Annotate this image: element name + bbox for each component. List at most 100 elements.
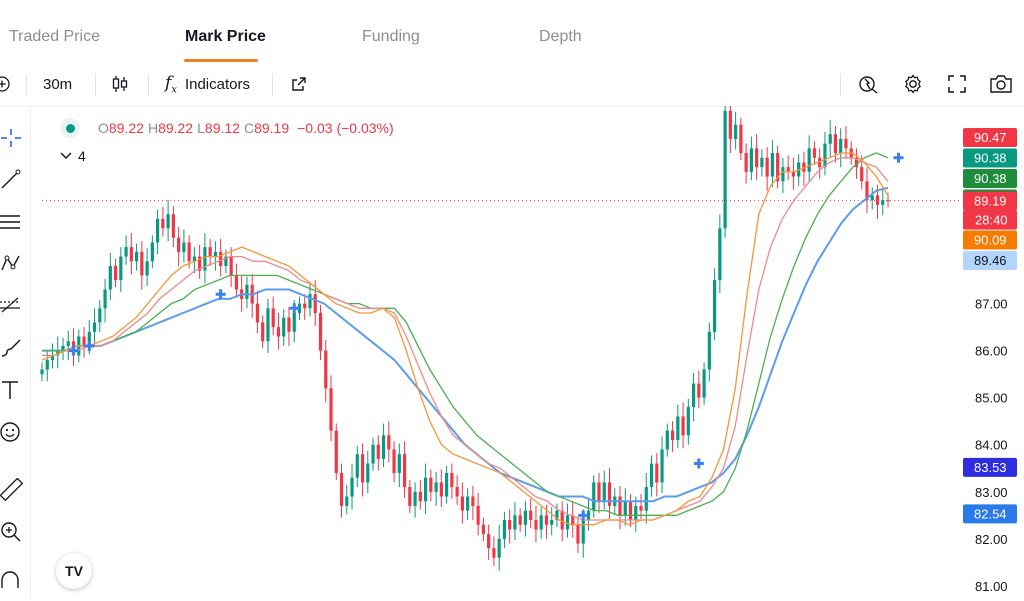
candle-body	[381, 435, 386, 459]
fullscreen-icon[interactable]	[947, 62, 967, 106]
tab-mark-price[interactable]: Mark Price	[185, 28, 266, 45]
candle-body	[807, 148, 811, 172]
candle-body	[513, 515, 517, 530]
candle-body	[691, 383, 696, 408]
candle-body	[860, 167, 864, 182]
price-chart[interactable]: 81.0082.0083.0084.0085.0086.0087.0088.00…	[0, 106, 1024, 600]
candle-body	[108, 265, 112, 290]
candle-body	[802, 162, 806, 172]
candle-body	[134, 251, 139, 262]
candle-body	[555, 510, 559, 521]
candle-body	[697, 383, 701, 398]
candle-body	[602, 482, 606, 502]
candle-body	[781, 167, 785, 182]
candle-body	[66, 341, 70, 346]
camera-icon[interactable]	[989, 62, 1013, 106]
logo-text: TV	[65, 563, 83, 579]
candle-body	[171, 214, 175, 238]
candle-body	[203, 247, 207, 271]
horizontal-lines-icon[interactable]	[0, 210, 28, 238]
indicators-button[interactable]: fx Indicators	[165, 62, 250, 106]
candle-body	[177, 237, 181, 252]
open-value: 89.22	[108, 120, 144, 136]
candle-body	[92, 322, 97, 332]
zoom-in-icon[interactable]	[0, 520, 28, 548]
price-label-text: 90.47	[974, 130, 1007, 145]
candle-body	[550, 520, 554, 525]
candle-body	[649, 463, 654, 488]
candle-body	[497, 538, 501, 558]
plus-circle-icon[interactable]	[0, 62, 10, 106]
candle-body	[707, 331, 711, 370]
y-tick-label: 81.00	[975, 579, 1008, 594]
gear-icon[interactable]	[902, 62, 924, 106]
y-tick-label: 85.00	[975, 391, 1008, 406]
candle-body	[408, 487, 412, 506]
replay-icon[interactable]	[857, 62, 879, 106]
crosshair-icon[interactable]	[0, 126, 28, 154]
candle-body	[760, 157, 764, 168]
magnet-icon[interactable]	[0, 568, 28, 596]
fib-icon[interactable]	[0, 294, 28, 322]
candle-body	[355, 454, 359, 478]
candle-body	[534, 520, 538, 530]
candle-body	[208, 247, 212, 257]
high-value: 89.22	[158, 120, 194, 136]
signal-marker	[893, 152, 904, 163]
candle-body	[770, 153, 774, 177]
candle-body	[360, 454, 365, 483]
interval-button[interactable]: 30m	[43, 75, 73, 93]
candle-body	[166, 214, 170, 229]
visibility-dot-icon[interactable]	[60, 118, 80, 138]
candle-body	[387, 435, 391, 450]
candle-body	[665, 430, 669, 450]
candle-body	[529, 510, 533, 521]
tab-funding[interactable]: Funding	[362, 28, 420, 45]
signal-marker	[84, 340, 95, 351]
tab-traded-price[interactable]: Traded Price	[9, 28, 100, 45]
candle-body	[219, 251, 223, 266]
candle-body	[539, 515, 543, 530]
candle-body	[765, 157, 769, 177]
candle-body	[466, 496, 470, 511]
drawing-toolbar	[0, 106, 31, 600]
high-key: H	[147, 120, 159, 136]
open-key: O	[98, 120, 109, 136]
y-tick-label: 82.00	[975, 532, 1008, 547]
candle-body	[129, 247, 133, 262]
text-icon[interactable]	[0, 378, 28, 406]
active-tab-underline	[184, 59, 258, 62]
candle-body	[828, 134, 832, 144]
candle-body	[455, 487, 459, 497]
tab-depth[interactable]: Depth	[539, 28, 582, 45]
toolbar-divider	[26, 74, 27, 96]
candle-body	[308, 294, 312, 309]
candle-body	[875, 195, 880, 205]
pattern-icon[interactable]	[0, 252, 28, 280]
close-key: C	[243, 120, 255, 136]
candle-body	[82, 336, 86, 346]
tradingview-logo[interactable]: TV	[56, 553, 92, 589]
candle-body	[418, 491, 422, 502]
trend-line-icon[interactable]	[0, 168, 28, 196]
candle-body	[45, 360, 49, 370]
emoji-icon[interactable]	[0, 420, 28, 448]
candle-body	[345, 496, 349, 506]
candle-body	[581, 520, 585, 544]
candle-body	[854, 157, 859, 168]
candle-body	[145, 261, 149, 276]
external-link-icon[interactable]	[290, 62, 308, 106]
candle-body	[460, 496, 464, 511]
ema-mid-line	[42, 157, 889, 521]
candles-icon[interactable]	[110, 62, 130, 106]
price-label-box	[963, 457, 1017, 477]
candle-body	[571, 515, 575, 525]
toolbar-divider	[148, 74, 149, 96]
indicators-count: 4	[78, 148, 86, 164]
y-tick-label: 87.00	[975, 297, 1008, 312]
countdown-text: 28:40	[975, 213, 1008, 228]
brush-icon[interactable]	[0, 336, 28, 364]
ruler-icon[interactable]	[0, 477, 28, 506]
candle-body	[634, 505, 638, 521]
indicators-collapse-toggle[interactable]: 4	[60, 148, 86, 164]
